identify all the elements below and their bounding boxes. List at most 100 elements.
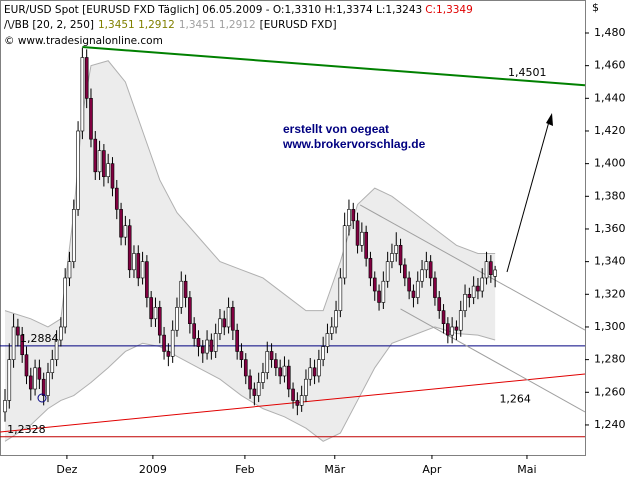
y-tick-label: 1,340 [594,255,626,268]
y-tick-label: 1,460 [594,59,626,72]
candle-body [390,253,394,262]
candle-body [493,269,497,277]
candle-body [102,150,106,178]
candle-body [372,277,377,292]
candle-body [114,187,119,210]
currency: $ [592,1,599,14]
candle-body [145,261,149,298]
candle-body [209,339,214,352]
y-tick-label: 1,240 [594,418,626,431]
candle-body [467,293,472,298]
x-tick-label: Mai [517,463,536,476]
y-tick-label: 1,320 [594,287,626,300]
candle-body [394,245,399,254]
candle-body [299,395,304,406]
candle-body [489,261,493,275]
y-tick-label: 1,360 [594,222,626,235]
candle-body [256,382,261,396]
arrow-head [546,113,553,126]
candle-body [235,329,239,352]
trend-line [400,308,586,413]
candle-body [50,359,55,373]
y-tick-label: 1,380 [594,189,626,202]
trend-line [359,204,586,331]
candle-body [407,277,411,292]
candle-body [265,351,270,373]
line-label: 1,2328 [7,423,46,436]
candle-body [71,209,76,262]
candle-body [286,365,291,390]
candle-body [28,375,33,390]
y-tick-label: 1,400 [594,157,626,170]
candle-body [424,261,429,271]
candle-body [37,367,42,380]
candle-body [192,323,196,339]
candle-body [381,280,386,303]
candle-body [355,220,360,246]
candle-body [41,378,46,396]
trend-line [82,46,586,87]
candle-body [398,245,403,266]
candle-body [170,329,175,357]
candle-body [243,359,248,377]
copyright: © www.tradesignalonline.com [4,35,163,47]
candle-body [454,326,459,331]
band-line [4,326,496,442]
candle-body [321,346,325,360]
candle-body [248,375,252,390]
candle-body [153,307,158,320]
candle-body [196,338,201,347]
arrow [506,117,551,273]
candle-body [278,367,282,377]
candle-body [317,359,321,377]
annotation: www.brokervorschlag.de [282,137,426,151]
candle-body [20,334,24,356]
candle-body [222,318,227,328]
candle-body [312,367,317,377]
candle-body [334,310,338,328]
candle-body [441,310,446,324]
candle-body [368,258,373,279]
candle-body [11,326,16,360]
candle-body [106,163,110,178]
candle-body [183,280,188,298]
annotation: erstellt von oegeat [283,122,389,136]
candle-body [54,339,59,360]
candle-body [200,346,205,354]
candle-body [16,326,20,336]
candle-body [476,285,480,292]
y-tick-label: 1,280 [594,353,626,366]
indicator: /\/BB [20, 2, 250] 1,3451 1,2912 1,3451 1,… [4,19,337,31]
y-tick-label: 1,260 [594,385,626,398]
header: EUR/USD Spot [EURUSD FXD Täglich] 06.05.… [4,4,473,16]
candle-body [127,225,132,271]
candle-body [274,359,278,369]
candle-body [149,297,153,320]
candle-body [484,261,489,279]
candle-body [480,277,485,292]
candle-body [385,261,390,282]
candle-body [295,400,300,406]
candle-body [59,326,63,341]
candle-body [415,280,420,298]
candle-body [226,307,231,328]
candle-body [261,372,265,383]
candle-body [93,138,98,173]
candle-body [239,351,244,360]
candle-body [252,388,257,396]
candle-body [46,372,50,396]
candle-body [403,264,407,279]
candle-body [84,57,89,99]
candle-body [33,367,37,390]
y-tick-label: 1,480 [594,26,626,39]
candle-body [24,354,29,377]
x-tick-label: Apr [422,463,442,476]
line-label: 1,264 [499,393,531,406]
candle-body [7,359,12,401]
candle-body [360,231,364,246]
candle-body [342,225,347,279]
y-tick-label: 1,300 [594,320,626,333]
candle-body [351,209,356,222]
candle-body [123,225,128,238]
